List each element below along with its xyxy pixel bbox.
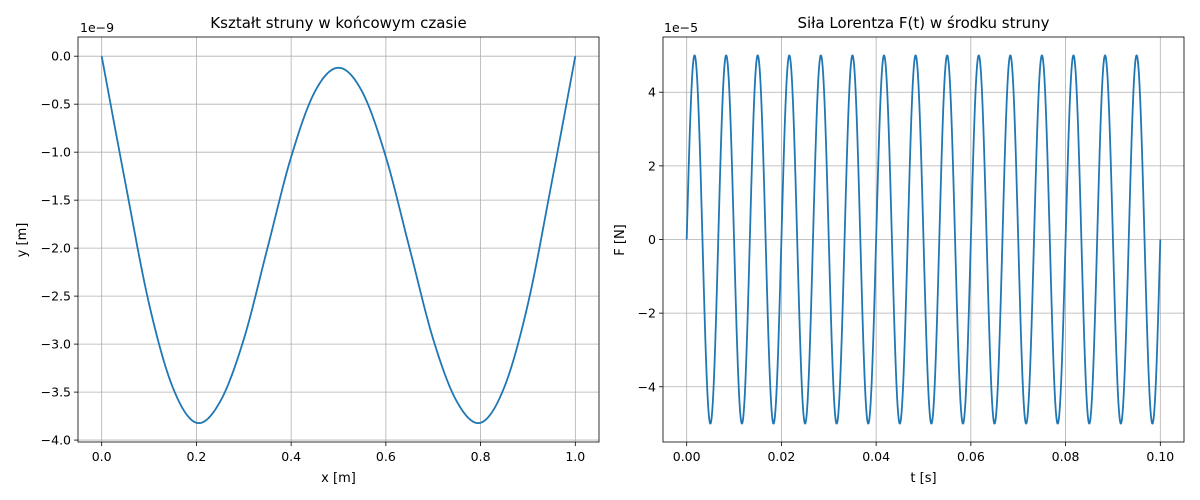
force-chart-x-tick-label: 0.10 (1146, 449, 1174, 464)
force-chart-x-tick-label: 0.00 (673, 449, 701, 464)
force-chart-y-axis-label: F [N] (613, 224, 628, 255)
shape-chart-x-tick-label: 0.8 (471, 449, 491, 464)
shape-chart-y-tick-label: −3.0 (41, 337, 71, 352)
shape-chart-y-tick-label: 0.0 (51, 49, 71, 64)
force-chart-x-tick-label: 0.08 (1052, 449, 1080, 464)
shape-chart-x-tick-label: 0.4 (281, 449, 301, 464)
shape-chart-y-tick-label: −0.5 (41, 97, 71, 112)
shape-chart-lines (100, 56, 577, 425)
force-chart-x-tick-label: 0.04 (862, 449, 890, 464)
force-chart-ticks: 0.00 0.02 0.04 0.06 0.08 0.10 −4 −2 0 2 4 (638, 85, 1175, 464)
shape-chart-y-offset-label: 1e−9 (80, 20, 114, 35)
force-chart-x-tick-label: 0.06 (957, 449, 985, 464)
force-chart-panel: Siła Lorentza F(t) w środku struny 1e−5 … (613, 14, 1185, 486)
force-chart-x-tick-label: 0.02 (767, 449, 795, 464)
shape-chart-y-axis-label: y [m] (15, 223, 30, 258)
shape-chart-x-tick-label: 1.0 (565, 449, 585, 464)
shape-chart-y-tick-label: −4.0 (41, 433, 71, 448)
force-chart-title: Siła Lorentza F(t) w środku struny (797, 14, 1049, 32)
shape-chart-frame (77, 36, 600, 443)
force-chart-y-tick-label: 0 (648, 232, 656, 247)
shape-chart-grid (78, 37, 599, 442)
shape-chart-series-line (100, 56, 577, 425)
shape-chart-panel: Kształt struny w końcowym czasie 1e−9 x … (15, 14, 600, 486)
force-chart-series-line (685, 54, 1162, 425)
shape-chart-x-tick-label: 0.2 (186, 449, 206, 464)
shape-chart-x-tick-label: 0.6 (376, 449, 396, 464)
shape-chart-y-tick-label: −1.0 (41, 145, 71, 160)
shape-chart-x-tick-label: 0.0 (92, 449, 112, 464)
shape-chart-ticks: 0.0 0.2 0.4 0.6 0.8 1.0 0.0 −0.5 −1.0 −1.5 −2.0 −2.… (41, 49, 586, 464)
force-chart-y-tick-label: −4 (638, 379, 656, 394)
force-chart-frame (662, 36, 1185, 443)
force-chart-x-axis-label: t [s] (910, 471, 936, 486)
force-chart-y-tick-label: −2 (638, 306, 656, 321)
shape-chart-y-tick-label: −2.0 (41, 241, 71, 256)
force-chart-y-offset-label: 1e−5 (664, 20, 698, 35)
force-chart-y-tick-label: 2 (648, 158, 656, 173)
force-chart-y-tick-label: 4 (648, 85, 656, 100)
shape-chart-y-tick-label: −1.5 (41, 193, 71, 208)
shape-chart-y-tick-label: −3.5 (41, 385, 71, 400)
shape-chart-x-axis-label: x [m] (321, 471, 356, 486)
shape-chart-title: Kształt struny w końcowym czasie (210, 14, 466, 32)
force-chart-lines (685, 54, 1162, 425)
shape-chart-y-tick-label: −2.5 (41, 289, 71, 304)
